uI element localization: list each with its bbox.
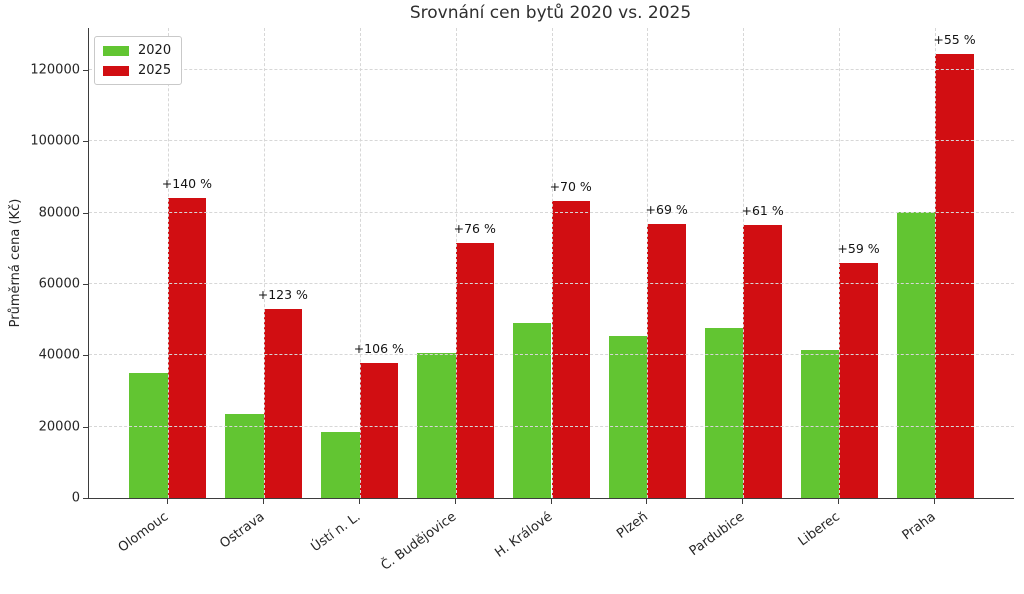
legend-swatch-2020-icon <box>103 45 129 56</box>
annotation-pct-olomouc: +140 % <box>161 176 212 192</box>
bar-2020-olomouc <box>129 373 168 498</box>
annotation-pct-praha: +55 % <box>933 32 976 48</box>
bar-2025-liberec <box>839 262 878 498</box>
legend-label-2025: 2025 <box>138 63 172 78</box>
x-tick-label-text: Praha <box>899 509 939 544</box>
v-gridline <box>455 28 457 498</box>
bar-2020-h-kralove <box>513 323 552 498</box>
x-tick-label-text: Pardubice <box>686 509 747 560</box>
legend-label-2020: 2020 <box>138 43 172 58</box>
x-tick-mark <box>838 499 840 504</box>
bar-2025-usti-n-l <box>359 362 398 498</box>
bar-2020-ostrava <box>225 413 264 498</box>
v-gridline <box>167 28 169 498</box>
x-tick-mark <box>934 499 936 504</box>
bar-2020-c-budejovice <box>417 352 456 498</box>
bar-2025-h-kralove <box>551 200 590 498</box>
annotation-pct-plzen: +69 % <box>645 201 688 217</box>
bar-2020-usti-n-l <box>321 432 360 498</box>
bar-2020-plzen <box>609 335 648 498</box>
x-tick-mark <box>166 499 168 504</box>
legend-item-2020: 2020 <box>103 43 171 58</box>
annotation-pct-usti-n-l: +106 % <box>353 340 404 356</box>
bar-2025-c-budejovice <box>455 242 494 498</box>
x-tick-label-text: Plzeň <box>614 509 651 542</box>
annotation-pct-ostrava: +123 % <box>257 287 308 303</box>
v-gridline <box>743 28 745 498</box>
v-gridline <box>263 28 265 498</box>
bar-2020-pardubice <box>705 328 744 498</box>
annotation-pct-h-kralove: +70 % <box>549 178 592 194</box>
x-tick-mark <box>262 499 264 504</box>
x-tick-label-text: Liberec <box>795 509 843 550</box>
bar-2025-olomouc <box>167 198 207 498</box>
legend-item-2025: 2025 <box>103 63 171 78</box>
y-tick-mark <box>83 355 88 357</box>
v-gridline <box>647 28 649 498</box>
y-tick-mark <box>83 141 88 143</box>
bar-2020-liberec <box>800 350 840 498</box>
x-tick-label-text: Olomouc <box>115 509 172 556</box>
x-tick-mark <box>646 499 648 504</box>
y-tick-label: 100000 <box>30 133 80 149</box>
legend-swatch-2025-icon <box>103 65 129 76</box>
y-tick-mark <box>83 284 88 286</box>
x-tick-label-text: Ústí n. L. <box>308 509 363 556</box>
bar-2025-praha <box>935 54 974 498</box>
bar-2025-pardubice <box>743 224 782 498</box>
bar-2025-ostrava <box>263 309 302 498</box>
x-tick-mark <box>454 499 456 504</box>
annotation-pct-pardubice: +61 % <box>741 202 784 218</box>
x-tick-label-text: Č. Budějovice <box>378 509 459 574</box>
y-tick-label: 40000 <box>38 347 80 363</box>
y-tick-label: 20000 <box>38 419 80 435</box>
y-tick-mark <box>83 426 88 428</box>
chart-title: Srovnání cen bytů 2020 vs. 2025 <box>409 3 692 23</box>
y-tick-label: 80000 <box>38 205 80 221</box>
x-tick-label-text: Ostrava <box>216 509 268 552</box>
y-tick-label: 60000 <box>38 276 80 292</box>
bar-2025-plzen <box>647 223 686 498</box>
v-gridline <box>839 28 841 498</box>
x-tick-mark <box>358 499 360 504</box>
y-tick-label: 0 <box>71 490 80 506</box>
y-tick-mark <box>83 498 88 499</box>
v-gridline <box>359 28 361 498</box>
annotation-pct-c-budejovice: +76 % <box>453 220 496 236</box>
y-tick-mark <box>83 70 88 72</box>
y-tick-mark <box>83 212 88 214</box>
x-tick-mark <box>550 499 552 504</box>
annotation-pct-liberec: +59 % <box>837 240 880 256</box>
x-tick-label-text: H. Králové <box>491 509 555 561</box>
v-gridline <box>551 28 553 498</box>
v-gridline <box>935 28 937 498</box>
x-tick-mark <box>742 499 744 504</box>
plot-area: +140 % +123 % +106 % +76 % +70 % +69 % +61 % +5… <box>88 28 1014 499</box>
y-tick-label: 120000 <box>30 62 80 78</box>
legend: 2020 2025 <box>94 36 183 85</box>
